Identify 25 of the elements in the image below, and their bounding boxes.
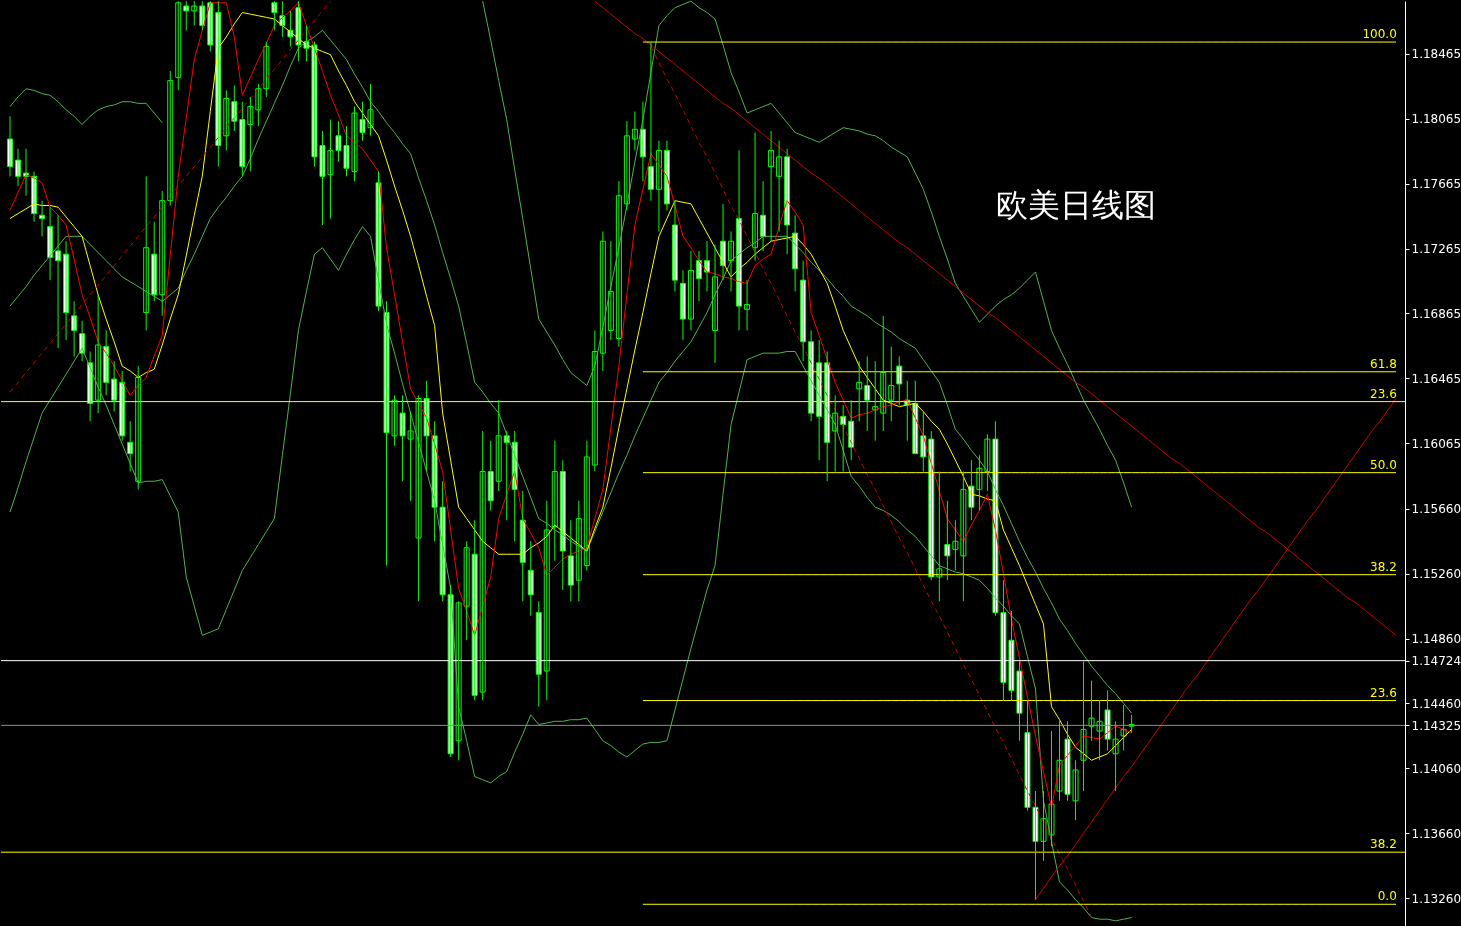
y-tick-label: 1.16065: [1411, 436, 1461, 451]
y-tick-label: 1.14860: [1411, 632, 1461, 647]
y-tick-label: 1.14060: [1411, 761, 1461, 776]
y-tick-label: 1.18065: [1411, 112, 1461, 127]
y-tick-label: 1.16865: [1411, 306, 1461, 321]
y-tick-label: 1.14325: [1411, 718, 1461, 733]
y-tick-label: 1.16465: [1411, 371, 1461, 386]
annotation: 0.0: [1377, 889, 1397, 904]
y-tick-label: 1.13660: [1411, 826, 1461, 841]
y-tick-label: 1.17265: [1411, 242, 1461, 257]
annotation: 61.8: [1370, 356, 1397, 371]
annotation: 23.6: [1370, 685, 1397, 700]
annotation: 38.2: [1370, 837, 1397, 852]
y-tick-label: 1.18465: [1411, 47, 1461, 62]
y-tick-label: 1.15260: [1411, 567, 1461, 582]
text: 欧美日线图: [996, 186, 1156, 224]
y-tick-label: 1.14724: [1411, 654, 1461, 669]
y-tick-label: 1.17665: [1411, 177, 1461, 192]
y-tick-label: 1.14460: [1411, 696, 1461, 711]
annotation: 23.6: [1370, 386, 1397, 401]
y-tick-label: 1.13260: [1411, 891, 1461, 906]
y-tick-label: 1.15660: [1411, 502, 1461, 517]
annotation: 38.2: [1370, 559, 1397, 574]
annotation: 50.0: [1370, 457, 1397, 472]
annotation: 100.0: [1362, 27, 1397, 42]
